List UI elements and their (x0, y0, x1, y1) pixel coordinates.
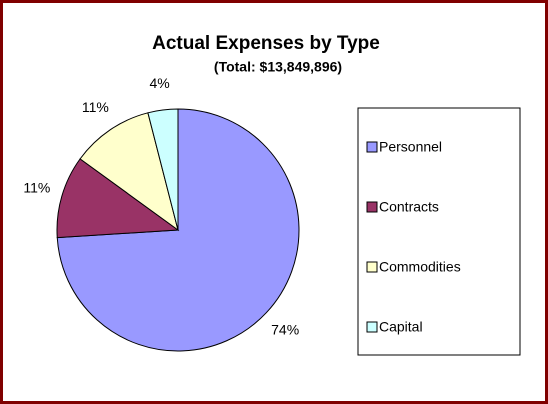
data-label: 74% (271, 321, 299, 337)
data-label: 4% (149, 75, 169, 91)
legend-swatch (366, 261, 378, 273)
legend-label: Contracts (379, 199, 439, 215)
chart-subtitle: (Total: $13,849,896) (214, 59, 342, 75)
legend-label: Personnel (379, 139, 442, 155)
legend-swatch (366, 201, 378, 213)
legend-label: Capital (379, 319, 423, 335)
legend-box (357, 107, 521, 356)
pie-slice (56, 158, 180, 239)
pie-slice (79, 112, 179, 232)
legend-label: Commodities (379, 259, 461, 275)
data-label: 11% (23, 180, 50, 196)
legend-swatch (366, 321, 378, 333)
chart-title: Actual Expenses by Type (152, 33, 380, 54)
data-label: 11% (82, 99, 109, 115)
pie-slice (147, 108, 179, 231)
legend-swatch (366, 141, 378, 153)
